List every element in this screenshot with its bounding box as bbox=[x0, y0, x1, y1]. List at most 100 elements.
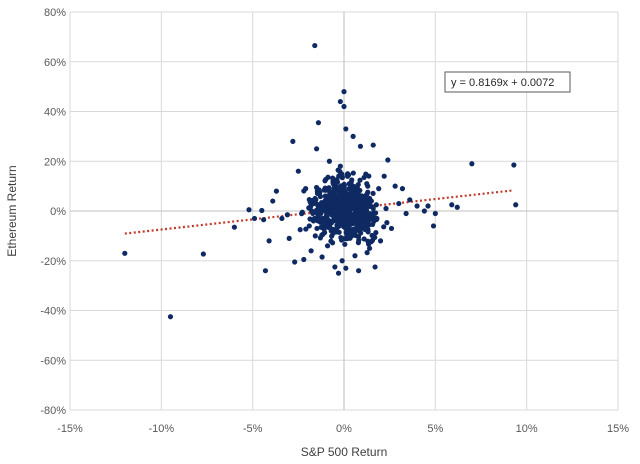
data-point bbox=[342, 225, 349, 231]
y-tick-label: -80% bbox=[40, 405, 66, 417]
data-point bbox=[339, 174, 345, 180]
equation-box-frame bbox=[444, 71, 571, 93]
data-point bbox=[334, 203, 340, 210]
data-point bbox=[339, 200, 345, 206]
data-point bbox=[343, 265, 349, 271]
data-point bbox=[403, 210, 409, 217]
data-point bbox=[355, 208, 362, 214]
data-point bbox=[364, 210, 370, 217]
x-tick-label: 5% bbox=[427, 423, 443, 435]
data-point bbox=[414, 203, 420, 209]
data-point bbox=[330, 230, 336, 237]
data-point bbox=[325, 174, 331, 180]
data-point bbox=[373, 202, 379, 208]
data-point bbox=[336, 229, 342, 235]
data-point bbox=[167, 314, 174, 320]
data-point bbox=[384, 220, 390, 226]
data-point bbox=[449, 202, 455, 208]
equation-box: y = 0.8169x + 0.0072 bbox=[444, 71, 571, 93]
data-point bbox=[332, 189, 338, 195]
data-point bbox=[350, 228, 356, 234]
data-point bbox=[259, 207, 265, 214]
y-tick-label: 20% bbox=[44, 156, 66, 168]
data-point bbox=[365, 238, 371, 244]
data-point bbox=[321, 217, 327, 223]
data-point bbox=[346, 228, 352, 234]
data-point bbox=[339, 258, 345, 264]
data-point bbox=[350, 170, 356, 176]
data-point bbox=[342, 241, 348, 247]
data-point bbox=[295, 168, 301, 174]
data-point bbox=[313, 209, 320, 216]
y-tick-label: 0% bbox=[50, 206, 66, 218]
data-point bbox=[314, 146, 320, 152]
data-point bbox=[340, 210, 347, 217]
data-point bbox=[352, 220, 358, 226]
data-point bbox=[284, 212, 290, 218]
data-point bbox=[347, 184, 354, 190]
data-point bbox=[355, 240, 362, 246]
data-point bbox=[338, 189, 344, 195]
data-point bbox=[315, 120, 322, 126]
x-axis-title: S&P 500 Return bbox=[301, 445, 388, 459]
data-point bbox=[381, 224, 387, 230]
y-tick-labels: 80% 60% 40% 20% 0% -20% -40% -60% -80% bbox=[40, 7, 66, 417]
data-point bbox=[331, 196, 337, 203]
data-point bbox=[335, 167, 341, 173]
data-point bbox=[373, 230, 379, 236]
y-tick-label: 40% bbox=[44, 107, 66, 119]
data-point bbox=[344, 212, 351, 219]
data-point bbox=[469, 161, 475, 167]
data-point bbox=[306, 223, 312, 229]
data-point bbox=[425, 203, 431, 209]
data-point bbox=[352, 253, 358, 259]
data-point bbox=[335, 270, 342, 276]
data-point bbox=[366, 222, 372, 228]
data-point bbox=[231, 224, 237, 230]
data-point bbox=[334, 222, 340, 228]
x-tick-label: 10% bbox=[516, 423, 538, 435]
data-point bbox=[333, 214, 339, 220]
data-point bbox=[314, 225, 320, 232]
y-tick-label: 60% bbox=[44, 57, 66, 69]
data-point bbox=[346, 208, 352, 214]
data-point bbox=[392, 183, 398, 189]
data-point bbox=[310, 218, 317, 224]
data-point bbox=[372, 264, 378, 270]
data-point bbox=[388, 225, 395, 232]
data-point bbox=[297, 227, 303, 233]
data-point bbox=[376, 186, 382, 192]
data-point bbox=[262, 268, 269, 274]
data-point bbox=[364, 199, 371, 205]
data-point bbox=[363, 171, 369, 177]
data-point bbox=[286, 235, 292, 241]
data-point bbox=[312, 233, 318, 239]
data-point bbox=[200, 251, 206, 257]
data-point bbox=[317, 235, 324, 241]
data-point bbox=[407, 197, 413, 203]
data-point bbox=[348, 190, 354, 196]
x-tick-label: 0% bbox=[336, 423, 352, 435]
data-point bbox=[369, 237, 376, 243]
data-point bbox=[308, 248, 314, 254]
data-point bbox=[343, 126, 349, 132]
data-point bbox=[314, 201, 320, 207]
data-point bbox=[344, 236, 350, 242]
data-point bbox=[279, 215, 285, 222]
data-point bbox=[356, 203, 362, 209]
data-point bbox=[324, 210, 330, 217]
data-point bbox=[301, 256, 307, 263]
x-tick-label: 15% bbox=[607, 423, 629, 435]
data-point bbox=[328, 238, 334, 244]
data-point bbox=[351, 212, 357, 218]
data-point bbox=[351, 206, 357, 212]
data-point bbox=[342, 205, 348, 211]
data-point bbox=[356, 268, 362, 274]
data-point bbox=[317, 190, 323, 196]
data-point bbox=[370, 205, 376, 212]
x-tick-label: -5% bbox=[243, 423, 263, 435]
y-axis-title: Ethereum Return bbox=[5, 165, 19, 256]
data-point bbox=[322, 178, 328, 184]
data-point bbox=[337, 163, 343, 169]
